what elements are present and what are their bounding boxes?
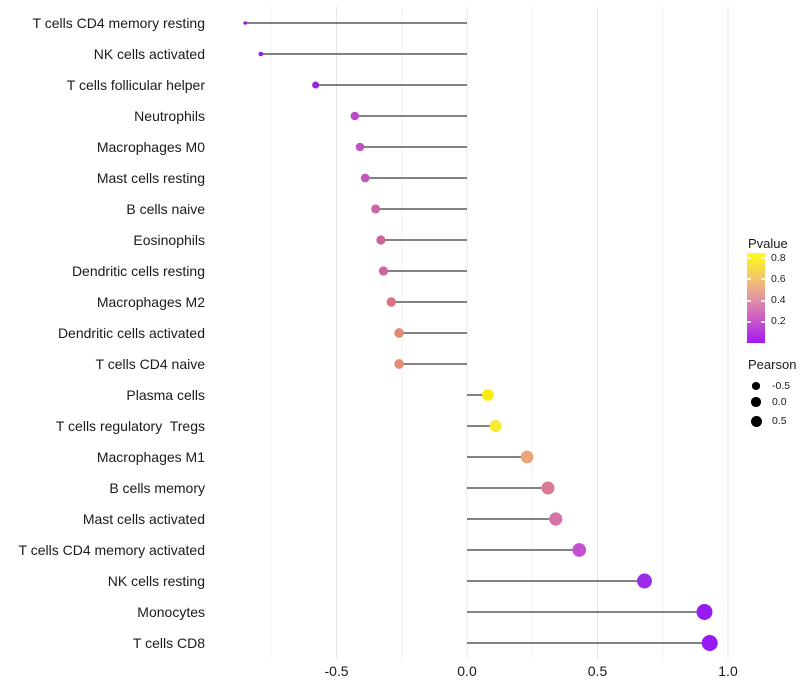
data-point bbox=[541, 481, 555, 495]
pvalue-tick-label: 0.6 bbox=[771, 272, 786, 285]
y-axis-label: Dendritic cells resting bbox=[72, 263, 205, 279]
pearson-size-dot bbox=[750, 415, 762, 427]
pvalue-tick-mark bbox=[761, 257, 765, 260]
y-axis-label: B cells memory bbox=[109, 480, 205, 496]
pearson-tick-label: -0.5 bbox=[772, 379, 791, 392]
pearson-size-dot bbox=[751, 397, 761, 407]
y-axis-label: Eosinophils bbox=[133, 232, 205, 248]
data-point bbox=[637, 573, 652, 589]
pvalue-tick-mark bbox=[761, 320, 765, 323]
pearson-tick-label: 0.5 bbox=[772, 414, 787, 427]
y-axis-label: Plasma cells bbox=[126, 387, 205, 403]
x-axis-tick-label: -0.5 bbox=[324, 663, 348, 679]
pvalue-tick-label: 0.8 bbox=[771, 251, 786, 264]
y-axis-label: Monocytes bbox=[137, 604, 205, 620]
data-point bbox=[481, 389, 494, 401]
pearson-legend-title: Pearson bbox=[748, 357, 797, 372]
data-point bbox=[520, 450, 534, 464]
data-point bbox=[394, 359, 404, 369]
y-axis-label: T cells CD4 naive bbox=[96, 356, 206, 372]
pvalue-legend-title: Pvalue bbox=[748, 236, 788, 251]
data-point bbox=[360, 173, 370, 183]
data-point bbox=[258, 51, 264, 57]
y-axis-label: Macrophages M0 bbox=[97, 139, 205, 155]
y-axis-label: NK cells activated bbox=[94, 46, 205, 62]
pvalue-tick-mark bbox=[761, 278, 765, 281]
data-point bbox=[696, 604, 713, 620]
data-point bbox=[701, 635, 718, 651]
pvalue-tick-mark bbox=[747, 320, 751, 323]
pvalue-tick-label: 0.2 bbox=[771, 315, 786, 328]
data-point bbox=[312, 81, 320, 89]
y-axis-label: Macrophages M2 bbox=[97, 294, 205, 310]
x-axis-tick-label: 0.5 bbox=[588, 663, 608, 679]
data-point bbox=[489, 420, 502, 432]
x-axis-tick-label: 1.0 bbox=[718, 663, 738, 679]
x-axis-tick-label: 0.0 bbox=[457, 663, 477, 679]
y-axis-label: T cells regulatory Tregs bbox=[56, 418, 205, 434]
data-point bbox=[394, 328, 404, 338]
y-axis-label: NK cells resting bbox=[108, 573, 205, 589]
y-axis-label: T cells follicular helper bbox=[67, 77, 206, 93]
y-axis-label: T cells CD4 memory activated bbox=[19, 542, 205, 558]
y-axis-label: Dendritic cells activated bbox=[58, 325, 205, 341]
pvalue-colorbar bbox=[747, 253, 765, 343]
data-point bbox=[243, 21, 247, 25]
y-axis-label: Mast cells resting bbox=[97, 170, 205, 186]
y-axis-label: T cells CD8 bbox=[133, 635, 205, 651]
data-point bbox=[386, 297, 397, 307]
pvalue-tick-mark bbox=[761, 299, 765, 302]
y-axis-label: Macrophages M1 bbox=[97, 449, 205, 465]
data-point bbox=[350, 111, 359, 121]
pvalue-tick-mark bbox=[747, 299, 751, 302]
pearson-tick-label: 0.0 bbox=[772, 395, 787, 408]
data-point bbox=[572, 543, 587, 557]
pvalue-tick-mark bbox=[747, 278, 751, 281]
pearson-size-dot bbox=[752, 382, 760, 390]
data-point bbox=[355, 142, 365, 152]
y-axis-label: B cells naive bbox=[126, 201, 205, 217]
pvalue-tick-label: 0.4 bbox=[771, 294, 786, 307]
pvalue-tick-mark bbox=[747, 257, 751, 260]
data-point bbox=[376, 235, 386, 245]
data-point bbox=[371, 204, 381, 214]
y-axis-label: Mast cells activated bbox=[83, 511, 205, 527]
y-axis-label: Neutrophils bbox=[134, 108, 205, 124]
data-point bbox=[549, 512, 563, 526]
y-axis-label: T cells CD4 memory resting bbox=[33, 15, 205, 31]
data-point bbox=[378, 266, 389, 276]
